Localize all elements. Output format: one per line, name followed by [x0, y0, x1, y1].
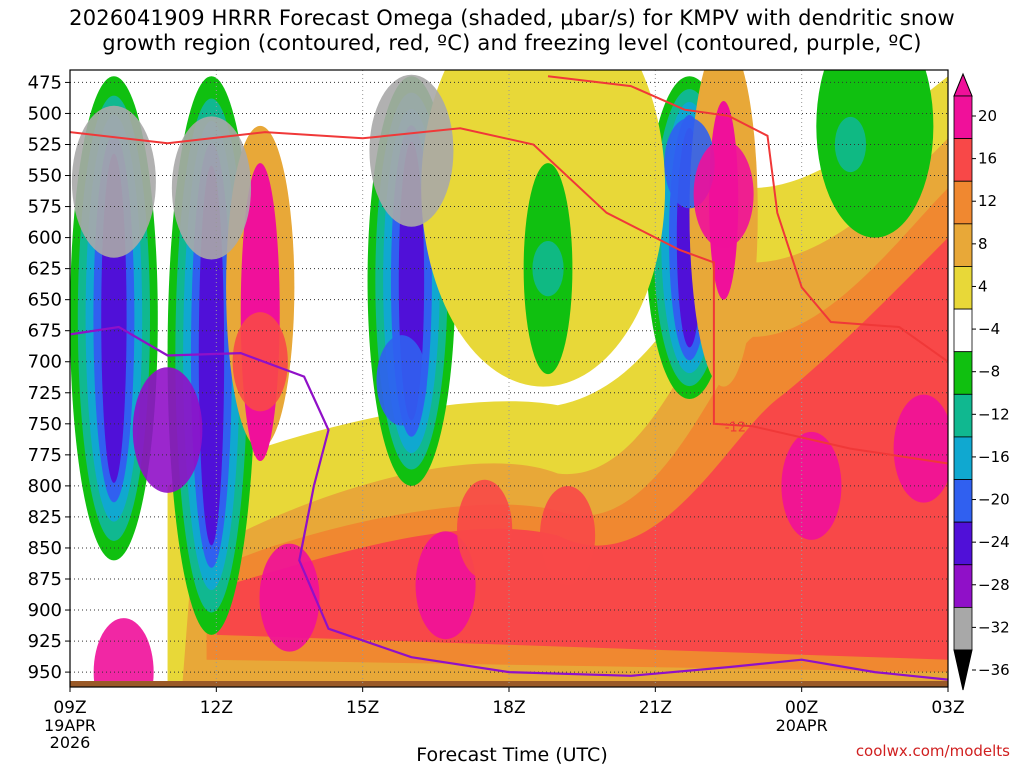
dgz-contour	[547, 75, 948, 363]
colorbar: 20 16 12 8 4 −4 −8 −12 −16 −20 −24 −28 −32 −36	[953, 72, 1010, 691]
y-tick-label: 650	[28, 290, 62, 311]
omega-cell	[369, 74, 454, 227]
x-tick-label: 18Z	[492, 698, 525, 718]
x-tick-label: 09Z	[53, 698, 86, 718]
colorbar-label: −12	[978, 405, 1010, 423]
y-tick-label: 800	[28, 476, 62, 497]
x-tick-label: 12Z	[200, 698, 233, 718]
y-tick-label: 850	[28, 538, 62, 559]
x-tick-label: 00Z	[785, 698, 818, 718]
colorbar-swatch	[953, 266, 973, 310]
omega-cell	[132, 367, 203, 493]
omega-cell	[259, 543, 320, 652]
colorbar-swatch	[953, 479, 973, 523]
omega-cell	[893, 394, 948, 503]
x-tick-label: 21Z	[639, 698, 672, 718]
y-tick-label: 825	[28, 507, 62, 528]
y-tick-label: 875	[28, 569, 62, 590]
site-credit-link[interactable]: coolwx.com/modelts	[855, 742, 1010, 760]
colorbar-swatch	[953, 606, 973, 651]
x-tick-sublabel: 20APR	[776, 716, 828, 735]
omega-cell	[532, 241, 564, 297]
y-tick-label: 925	[28, 631, 62, 652]
colorbar-label: −28	[978, 576, 1010, 594]
y-tick-label: 750	[28, 414, 62, 435]
colorbar-label: −24	[978, 533, 1010, 551]
colorbar-label: −4	[978, 320, 1000, 338]
colorbar-label: −16	[978, 448, 1010, 466]
y-tick-label: 675	[28, 321, 62, 342]
colorbar-swatch	[953, 223, 973, 267]
omega-cell	[171, 116, 252, 260]
omega-cell	[457, 479, 513, 579]
x-tick-label: 15Z	[346, 698, 379, 718]
omega-cell	[93, 618, 154, 687]
colorbar-swatch	[953, 351, 973, 395]
omega-cell	[232, 312, 288, 412]
omega-band-16	[216, 237, 948, 660]
y-tick-label: 475	[28, 72, 62, 93]
plot-area	[70, 70, 948, 687]
dgz-contour-label: -12	[725, 420, 746, 435]
omega-blob	[816, 70, 934, 238]
y-tick-label: 550	[28, 166, 62, 187]
colorbar-swatch	[953, 436, 973, 480]
y-tick-label: 950	[28, 662, 62, 683]
colorbar-label: 20	[978, 107, 997, 125]
colorbar-label: −32	[978, 618, 1010, 636]
chart-title-line2: growth region (contoured, red, ºC) and f…	[102, 31, 922, 55]
colorbar-swatch	[953, 138, 973, 182]
chart-title-line1: 2026041909 HRRR Forecast Omega (shaded, …	[69, 6, 955, 30]
colorbar-swatch	[953, 308, 973, 353]
y-tick-label: 575	[28, 197, 62, 218]
freezing-contour	[70, 325, 948, 681]
x-tick-label: 03Z	[931, 698, 964, 718]
ground-strip	[70, 681, 948, 687]
colorbar-label: 4	[978, 277, 988, 295]
colorbar-label: −20	[978, 491, 1010, 509]
colorbar-swatch	[953, 95, 973, 140]
omega-cell	[693, 140, 754, 249]
y-tick-label: 700	[28, 352, 62, 373]
grid-lines	[70, 70, 948, 687]
colorbar-label: 12	[978, 192, 997, 210]
colorbar-swatch	[953, 180, 973, 225]
colorbar-swatch	[953, 393, 973, 438]
colorbar-label: −8	[978, 363, 1000, 381]
y-tick-label: 625	[28, 259, 62, 280]
omega-cell	[415, 531, 476, 640]
contour-lines: -12	[70, 75, 948, 681]
y-tick-label: 600	[28, 228, 62, 249]
omega-cell	[376, 335, 427, 426]
colorbar-top-arrow	[953, 72, 973, 97]
x-axis-label: Forecast Time (UTC)	[416, 744, 608, 766]
y-tick-label: 525	[28, 134, 62, 155]
colorbar-label: −36	[978, 661, 1010, 679]
y-tick-label: 900	[28, 600, 62, 621]
x-tick-sublabel: 2026	[50, 733, 91, 752]
colorbar-label: 16	[978, 150, 997, 168]
y-tick-label: 500	[28, 103, 62, 124]
omega-cell	[539, 485, 596, 586]
y-axis: 475 500 525 550 575 600 625 650 675 700 725 750 775 8…	[28, 72, 70, 683]
omega-column	[198, 165, 225, 546]
omega-cell	[781, 431, 842, 540]
colorbar-label: 8	[978, 235, 988, 253]
y-tick-label: 775	[28, 445, 62, 466]
colorbar-swatch	[953, 564, 973, 608]
colorbar-swatch	[953, 521, 973, 566]
x-tick-sublabel: 19APR	[44, 716, 96, 735]
colorbar-bottom-arrow	[953, 649, 973, 691]
omega-cell	[71, 105, 156, 258]
dgz-contour	[70, 127, 948, 465]
chart-title: 2026041909 HRRR Forecast Omega (shaded, …	[0, 6, 1024, 56]
y-tick-label: 725	[28, 383, 62, 404]
